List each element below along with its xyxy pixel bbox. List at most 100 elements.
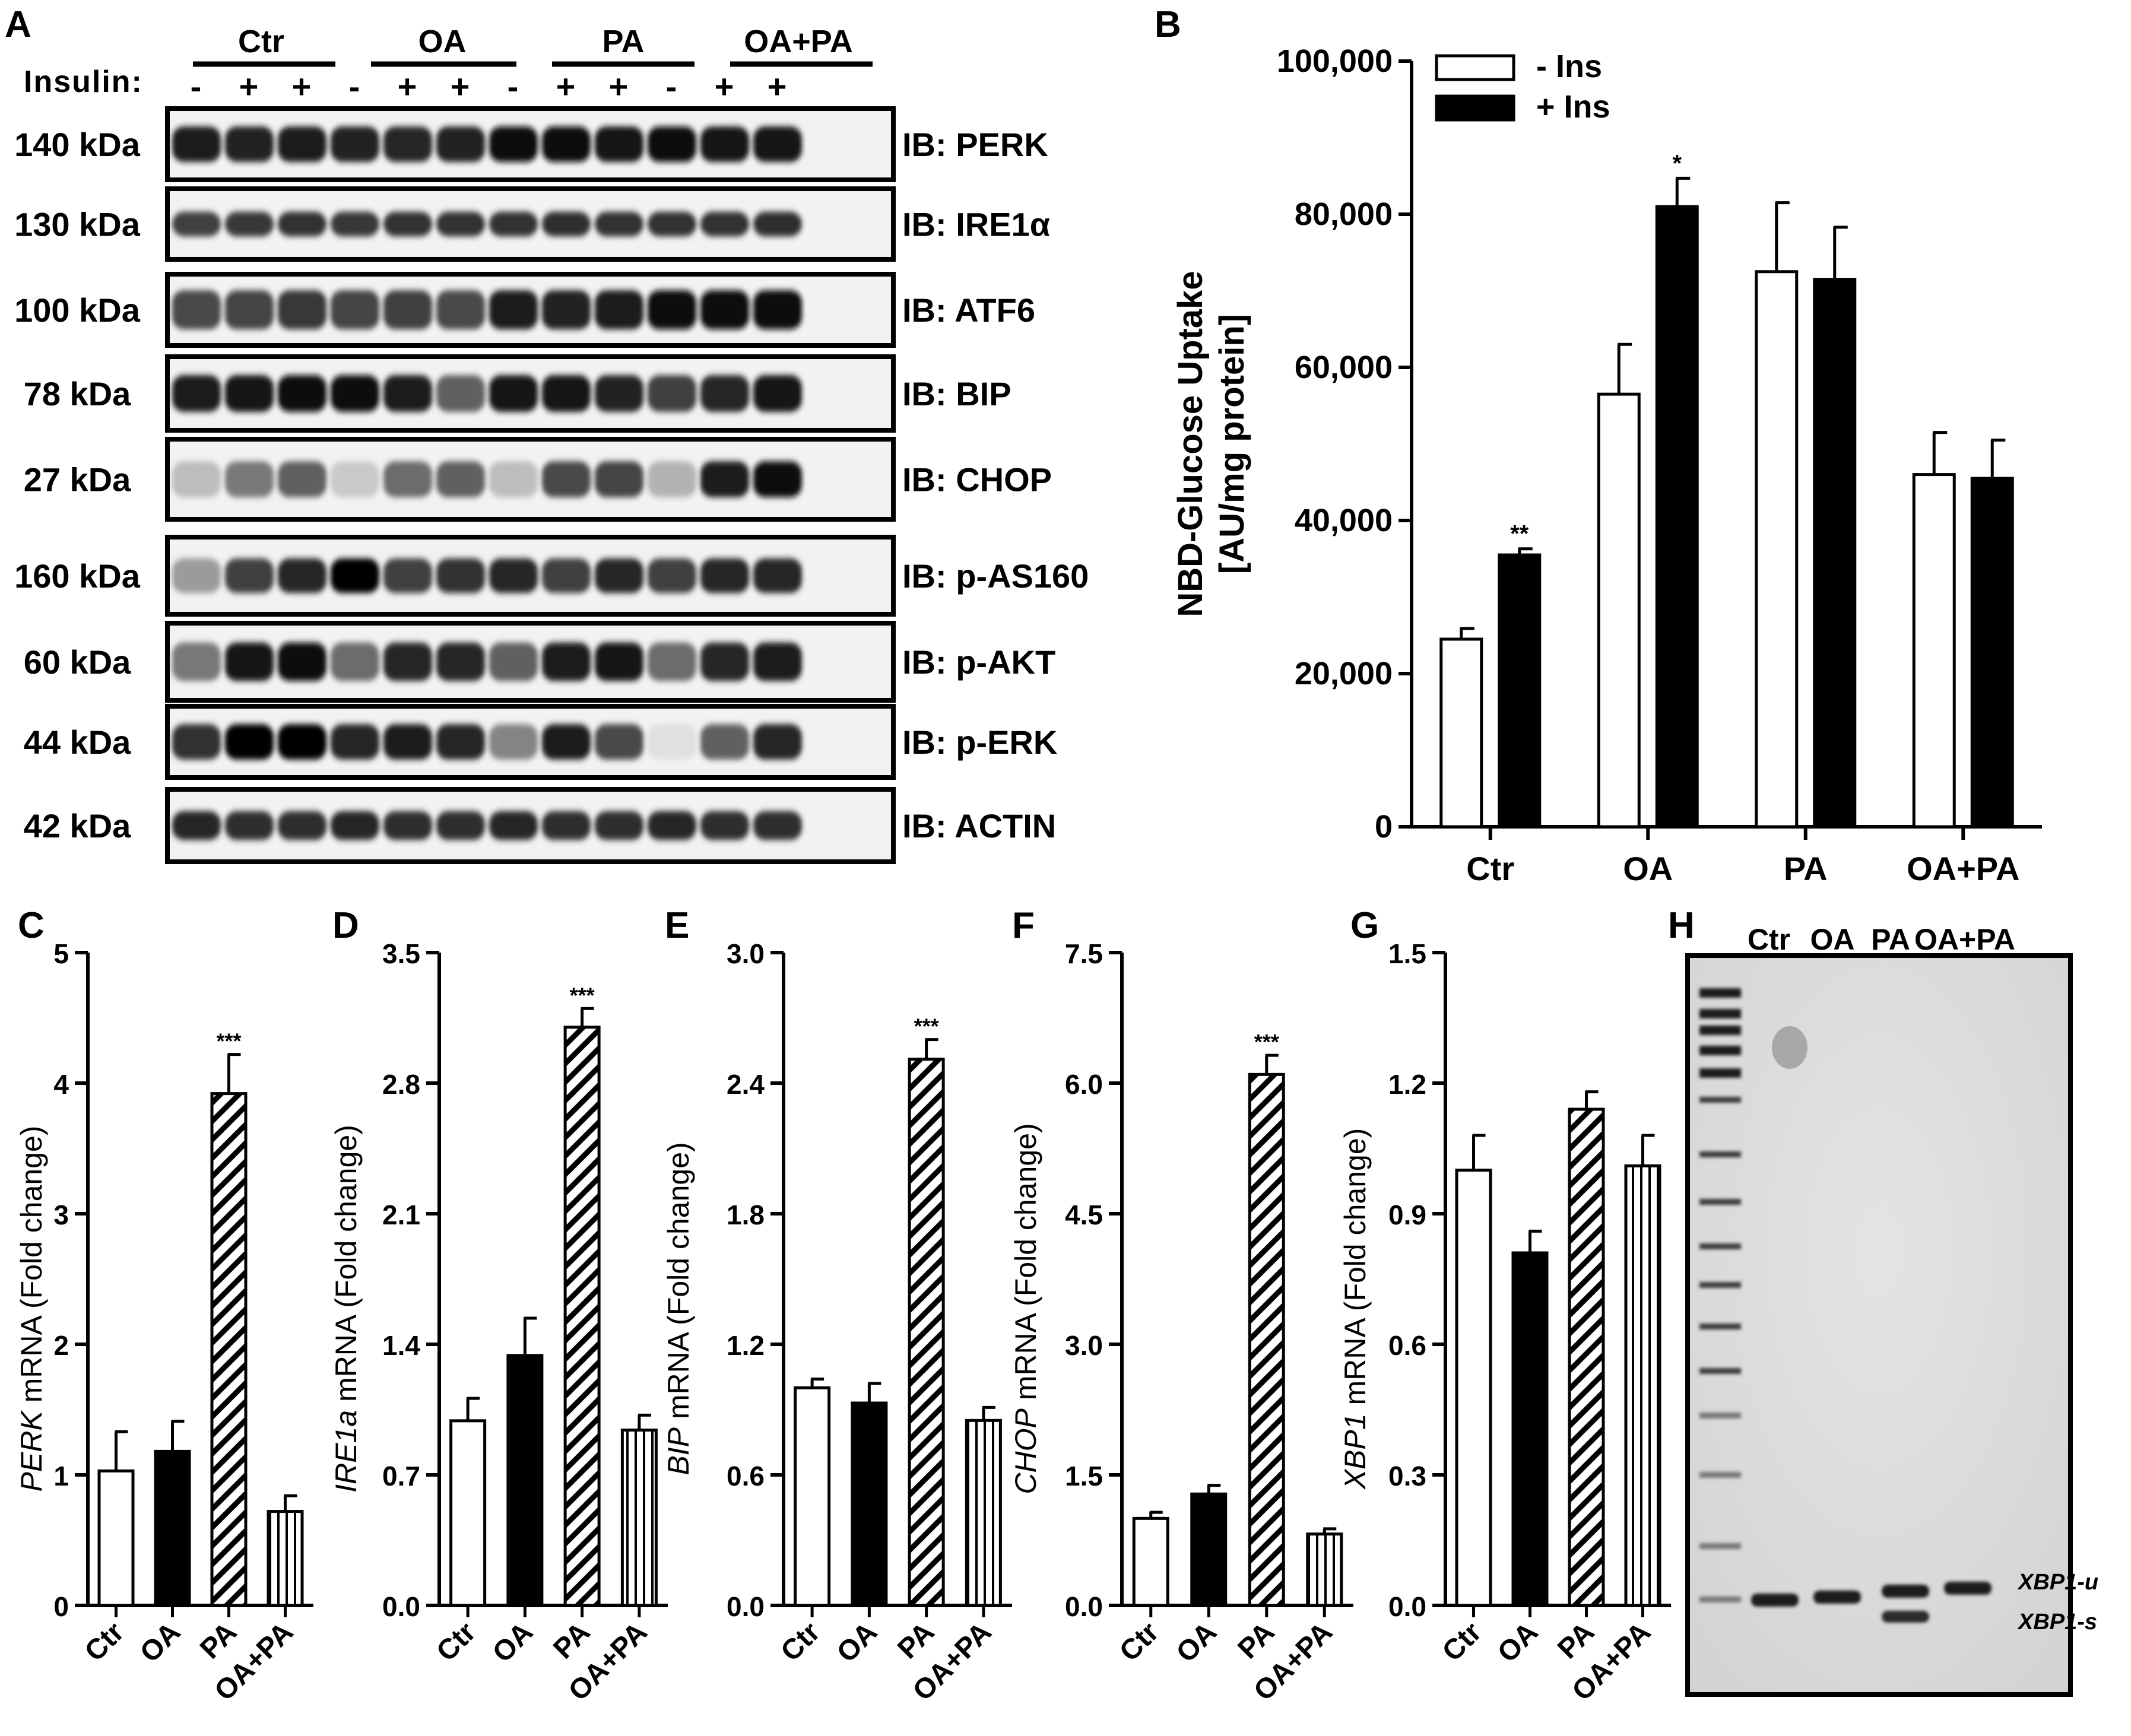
blot-strips: 140 kDa IB: PERK 130 kDa IB: IRE1α 100 kDa IB… [14, 106, 1089, 864]
blot-band [542, 126, 591, 162]
bar [1624, 1164, 1661, 1607]
bar [506, 1354, 544, 1607]
bar [965, 1418, 1002, 1607]
bar [154, 1449, 191, 1607]
blot-antibody-label: IB: PERK [902, 126, 1048, 163]
y-tick-label: 2.8 [382, 1069, 420, 1100]
blot-band [225, 461, 274, 497]
significance-mark: *** [914, 1014, 939, 1039]
x-tick-label: Ctr [1466, 850, 1514, 887]
blot-row: 160 kDa IB: p-AS160 [14, 535, 1089, 617]
bar [449, 1419, 487, 1607]
band-label-xbp1-s: XBP1-s [2017, 1610, 2097, 1635]
panel-a-letter: A [5, 4, 31, 45]
legend-swatch [1435, 54, 1515, 81]
panel-b-glucose-uptake-chart: B 0 20,000 40,000 60,000 80,000 100,000 Ctr ** OA… [1155, 4, 2042, 887]
xbp1-s-band [1882, 1611, 1929, 1623]
y-tick-label: 3.0 [727, 938, 765, 969]
y-axis-label-gene: CHOP [1009, 1408, 1042, 1494]
bar [1912, 473, 1956, 829]
ladder-band [1699, 1009, 1741, 1018]
blot-band [436, 461, 485, 497]
blot-band [331, 461, 379, 497]
bar [1132, 1516, 1169, 1607]
y-axis-label-gene: XBP1 [1339, 1413, 1372, 1490]
blot-band [489, 558, 538, 594]
significance-mark: * [1672, 150, 1682, 176]
blot-band [172, 290, 221, 329]
y-tick-label: 0.0 [382, 1591, 420, 1622]
blot-band [489, 126, 538, 162]
blot-band [595, 126, 643, 162]
y-tick-label: 1.8 [727, 1199, 765, 1230]
xbp1-u-band [1751, 1594, 1799, 1607]
ladder-bands [1699, 988, 1741, 1602]
x-tick-label: Ctr [79, 1616, 130, 1667]
blot-mw-label: 78 kDa [24, 375, 131, 412]
blot-band [278, 461, 326, 497]
blot-bands [172, 126, 802, 162]
insulin-sign: + [398, 68, 417, 105]
blot-band [542, 642, 591, 681]
blot-band [436, 375, 485, 412]
bar [210, 1092, 248, 1607]
y-axis-label-line1: NBD-Glucose Uptake [1171, 271, 1210, 617]
y-tick-label: 2.1 [382, 1199, 420, 1230]
blot-row: 130 kDa IB: IRE1α [14, 186, 1050, 262]
bar [1597, 392, 1641, 829]
blot-band [542, 724, 591, 760]
blot-band [278, 375, 326, 412]
y-tick-label: 40,000 [1295, 503, 1393, 538]
blot-row: 60 kDa IB: p-AKT [24, 621, 1055, 703]
blot-band [648, 558, 696, 594]
blot-mw-label: 44 kDa [24, 723, 131, 761]
blot-band [225, 811, 274, 840]
gel-lane-label: OA+PA [1914, 923, 2015, 956]
blot-band [278, 211, 326, 237]
blot-band [225, 642, 274, 681]
panel-h-xbp1-gel: H Ctr OA PA OA+PA XBP1-u XBP1-s [1668, 905, 2098, 1697]
blot-band [436, 558, 485, 594]
ladder-band [1699, 1324, 1741, 1329]
ladder-band [1699, 1097, 1741, 1103]
blot-band [595, 558, 643, 594]
bar [267, 1510, 304, 1607]
blot-band [700, 375, 749, 412]
bar [1511, 1251, 1549, 1607]
blot-frame [165, 106, 896, 182]
insulin-sign: - [666, 68, 677, 105]
bar [794, 1386, 831, 1607]
ladder-band [1699, 1068, 1741, 1078]
blot-antibody-label: IB: ACTIN [902, 807, 1056, 845]
blot-band [753, 811, 802, 840]
blot-band [489, 461, 538, 497]
y-tick-label: 0.3 [1388, 1461, 1426, 1491]
blot-antibody-label: IB: p-AS160 [902, 557, 1089, 595]
panel-a-western-blot: A Insulin: Ctr OA PA OA+PA- + + - + + - + + - + + 140 … [5, 4, 1089, 864]
blot-bands [172, 558, 802, 594]
ladder-band [1699, 1199, 1741, 1205]
blot-mw-label: 130 kDa [14, 206, 141, 243]
x-tick-label: OA [134, 1616, 186, 1668]
blot-bands [172, 211, 802, 237]
blot-band [700, 290, 749, 329]
significance-mark: *** [570, 983, 595, 1007]
blot-band [172, 724, 221, 760]
blot-mw-label: 27 kDa [24, 461, 131, 499]
x-tick-label: OA [1492, 1616, 1544, 1668]
blot-band [172, 126, 221, 162]
blot-row: 78 kDa IB: BIP [24, 354, 1011, 433]
blot-band [700, 642, 749, 681]
blot-band [542, 461, 591, 497]
ladder-band [1699, 1026, 1741, 1035]
blot-band [753, 558, 802, 594]
blot-bands [172, 724, 802, 760]
bar [563, 1026, 601, 1607]
blot-band [648, 724, 696, 760]
y-tick-label: 2.4 [727, 1069, 765, 1100]
ladder-band [1699, 988, 1741, 998]
